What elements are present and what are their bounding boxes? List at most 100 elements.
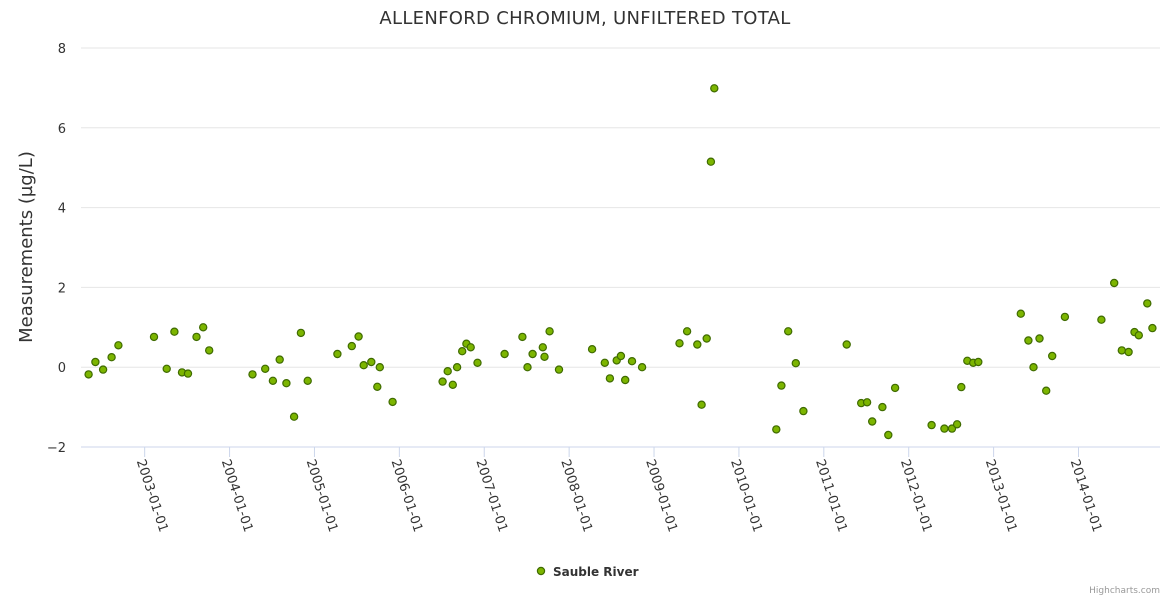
data-point[interactable] (974, 357, 983, 367)
data-point[interactable] (890, 383, 900, 393)
data-point[interactable] (523, 363, 532, 372)
data-point[interactable] (1117, 346, 1127, 355)
data-point[interactable] (538, 343, 548, 352)
data-point[interactable] (466, 343, 475, 352)
data-point[interactable] (296, 328, 306, 338)
data-point[interactable] (367, 357, 376, 367)
data-point[interactable] (621, 375, 630, 385)
data-point[interactable] (697, 400, 706, 409)
data-point[interactable] (605, 374, 615, 383)
chart-title: ALLENFORD CHROMIUM, UNFILTERED TOTAL (379, 8, 790, 29)
data-point[interactable] (784, 327, 793, 336)
data-point[interactable] (862, 398, 872, 407)
data-point[interactable] (373, 382, 382, 391)
data-point[interactable] (261, 364, 270, 373)
y-tick-label: 4 (58, 202, 66, 217)
data-point[interactable] (1029, 363, 1038, 372)
data-point[interactable] (528, 349, 537, 359)
data-point[interactable] (637, 363, 647, 372)
data-point[interactable] (162, 364, 171, 373)
data-point[interactable] (518, 332, 527, 342)
data-point[interactable] (198, 323, 208, 332)
data-point[interactable] (448, 380, 457, 389)
data-point[interactable] (693, 340, 702, 349)
data-point[interactable] (98, 365, 108, 374)
data-point[interactable] (84, 370, 93, 379)
data-point[interactable] (1016, 309, 1026, 318)
data-point[interactable] (772, 425, 781, 434)
data-point[interactable] (1134, 331, 1144, 340)
data-point[interactable] (587, 345, 597, 354)
x-tick-label: 2009-01-01 (642, 458, 680, 534)
data-point[interactable] (192, 332, 201, 342)
data-point[interactable] (275, 355, 284, 364)
data-point[interactable] (388, 397, 397, 407)
data-point[interactable] (799, 406, 808, 416)
legend-marker-icon (536, 566, 546, 576)
data-point[interactable] (268, 376, 278, 385)
data-point[interactable] (868, 417, 877, 426)
data-point[interactable] (600, 358, 610, 367)
data-point[interactable] (706, 157, 716, 166)
legend[interactable]: Sauble River (536, 565, 639, 579)
data-point[interactable] (940, 424, 949, 433)
data-point[interactable] (347, 341, 356, 351)
data-point[interactable] (682, 327, 692, 336)
data-point[interactable] (842, 340, 851, 349)
data-point[interactable] (375, 363, 384, 372)
data-point[interactable] (91, 357, 100, 367)
data-point[interactable] (114, 341, 123, 350)
x-tick-label: 2007-01-01 (472, 458, 510, 534)
data-point[interactable] (1047, 351, 1057, 361)
data-point[interactable] (1143, 299, 1152, 308)
data-point[interactable] (957, 382, 966, 392)
data-point[interactable] (1097, 315, 1106, 324)
data-point[interactable] (204, 346, 214, 355)
data-point[interactable] (289, 412, 299, 421)
data-point[interactable] (452, 363, 462, 372)
data-point[interactable] (170, 327, 179, 336)
data-point[interactable] (675, 339, 684, 348)
data-point[interactable] (438, 377, 447, 386)
data-point[interactable] (777, 381, 786, 390)
data-point[interactable] (282, 379, 291, 388)
data-point[interactable] (500, 349, 509, 359)
data-point[interactable] (627, 357, 637, 366)
series-sauble-river[interactable] (84, 84, 1157, 440)
data-point[interactable] (1024, 336, 1033, 345)
data-point[interactable] (1041, 386, 1051, 395)
data-point[interactable] (616, 351, 626, 361)
legend-item-sauble-river[interactable]: Sauble River (553, 565, 639, 579)
data-point[interactable] (540, 352, 549, 361)
grid (81, 47, 1160, 368)
data-point[interactable] (1124, 347, 1133, 357)
data-point[interactable] (791, 359, 801, 368)
credits-link[interactable]: Highcharts.com (1089, 586, 1160, 596)
data-point[interactable] (878, 402, 887, 412)
data-point[interactable] (884, 430, 893, 440)
data-point[interactable] (354, 332, 363, 341)
data-point[interactable] (952, 420, 962, 429)
data-point[interactable] (554, 365, 564, 374)
data-point[interactable] (1035, 334, 1044, 343)
data-point[interactable] (359, 361, 368, 370)
data-point[interactable] (248, 370, 257, 379)
data-point[interactable] (927, 420, 936, 430)
data-point[interactable] (183, 369, 193, 378)
data-point[interactable] (333, 349, 342, 359)
data-point[interactable] (1109, 278, 1119, 288)
data-point[interactable] (107, 353, 116, 362)
y-axis-label: Measurements (µg/L) (16, 151, 37, 343)
data-point[interactable] (443, 367, 452, 376)
data-point[interactable] (710, 84, 719, 93)
data-point[interactable] (473, 358, 482, 367)
x-tick-label: 2003-01-01 (133, 458, 171, 534)
data-point[interactable] (1060, 312, 1070, 322)
data-point[interactable] (1148, 323, 1157, 333)
data-point[interactable] (702, 334, 711, 343)
data-point[interactable] (303, 376, 312, 385)
data-point[interactable] (149, 332, 159, 342)
data-point[interactable] (545, 327, 554, 336)
data-point[interactable] (458, 347, 467, 356)
